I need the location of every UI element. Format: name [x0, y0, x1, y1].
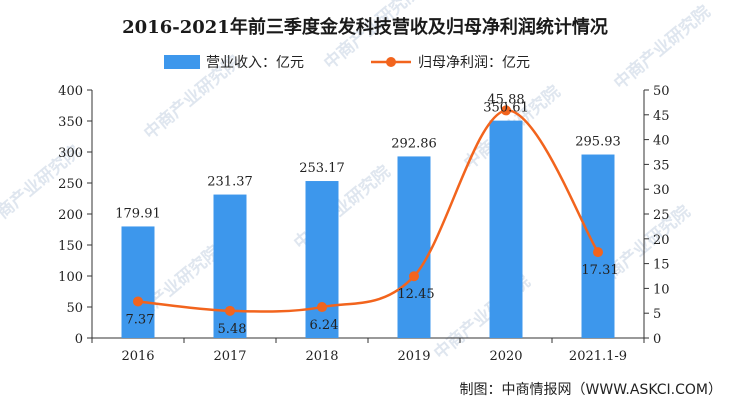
line-series	[133, 105, 603, 316]
left-tick-label: 350	[58, 115, 83, 130]
bar-data-label: 179.91	[115, 206, 161, 221]
bar	[213, 194, 247, 338]
profit-point	[133, 296, 143, 307]
left-tick-label: 200	[58, 208, 83, 223]
legend-bar-swatch	[164, 55, 200, 69]
legend-bar-label: 营业收入：亿元	[206, 55, 304, 71]
bar-data-label: 292.86	[391, 136, 437, 151]
left-tick-label: 300	[58, 146, 83, 161]
right-tick-label: 0	[653, 332, 661, 347]
line-data-label: 17.31	[581, 263, 618, 278]
right-tick-label: 35	[653, 158, 670, 173]
right-tick-label: 5	[653, 307, 661, 322]
legend: 营业收入：亿元 归母净利润：亿元	[164, 54, 530, 71]
bar	[397, 156, 431, 338]
left-tick-label: 50	[66, 301, 83, 316]
profit-point	[225, 305, 235, 316]
bar-data-label: 295.93	[575, 135, 621, 150]
bar	[121, 226, 155, 338]
right-tick-label: 45	[653, 109, 670, 124]
right-tick-label: 40	[653, 134, 670, 149]
profit-point	[501, 105, 511, 116]
line-data-label: 7.37	[126, 312, 155, 327]
right-tick-label: 20	[653, 233, 670, 248]
source-note: 制图：中商情报网（WWW.ASKCI.COM）	[460, 382, 722, 398]
x-tick-label: 2019	[397, 349, 430, 364]
right-tick-label: 10	[653, 282, 670, 297]
data-labels: 179.91 231.37 253.17 292.86 350.61 295.93 7.37…	[115, 92, 621, 336]
watermark-text: 中商产业研究院	[610, 1, 715, 94]
line-data-label: 45.88	[487, 92, 524, 107]
bar-data-label: 350.61	[483, 101, 529, 116]
legend-line-label: 归母净利润：亿元	[418, 54, 530, 71]
right-tick-label: 25	[653, 208, 670, 223]
right-tick-label: 50	[653, 84, 670, 99]
bar-series	[121, 120, 615, 339]
line-data-label: 5.48	[218, 322, 247, 337]
legend-line-marker	[386, 57, 396, 67]
bar	[581, 154, 615, 338]
right-tick-label: 15	[653, 258, 670, 273]
profit-point	[317, 302, 327, 313]
x-tick-label: 2021.1-9	[569, 349, 627, 364]
bar	[305, 181, 339, 338]
left-tick-label: 150	[58, 239, 83, 254]
left-tick-label: 400	[58, 84, 83, 99]
line-data-label: 6.24	[310, 318, 339, 333]
profit-point	[409, 271, 419, 282]
chart-title: 2016-2021年前三季度金发科技营收及归母净利润统计情况	[122, 16, 608, 38]
bar-data-label: 253.17	[299, 161, 345, 176]
x-tick-label: 2017	[213, 349, 246, 364]
left-tick-label: 0	[75, 332, 83, 347]
x-tick-label: 2018	[305, 349, 338, 364]
x-tick-label: 2016	[121, 349, 154, 364]
bar	[489, 120, 523, 339]
left-tick-label: 250	[58, 177, 83, 192]
left-tick-label: 100	[58, 270, 83, 285]
line-data-label: 12.45	[397, 287, 434, 302]
profit-point	[593, 247, 603, 258]
bar-data-label: 231.37	[207, 175, 253, 190]
right-tick-label: 30	[653, 183, 670, 198]
x-tick-label: 2020	[489, 349, 522, 364]
axes: 0 50 100 150 200 250 300 350 400 0 5 10 15 20 25 30 35 40…	[58, 84, 669, 364]
